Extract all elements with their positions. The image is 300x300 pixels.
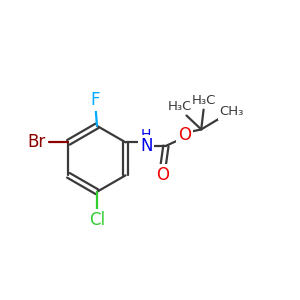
Text: F: F [91,91,100,109]
Text: H: H [141,128,152,142]
Text: CH₃: CH₃ [220,105,244,118]
Text: Br: Br [28,133,46,151]
Text: Cl: Cl [89,211,105,229]
Text: H₃C: H₃C [191,94,216,107]
Text: H₃C: H₃C [167,100,192,112]
Text: O: O [157,166,169,184]
Text: N: N [140,137,152,155]
Text: O: O [178,126,191,144]
